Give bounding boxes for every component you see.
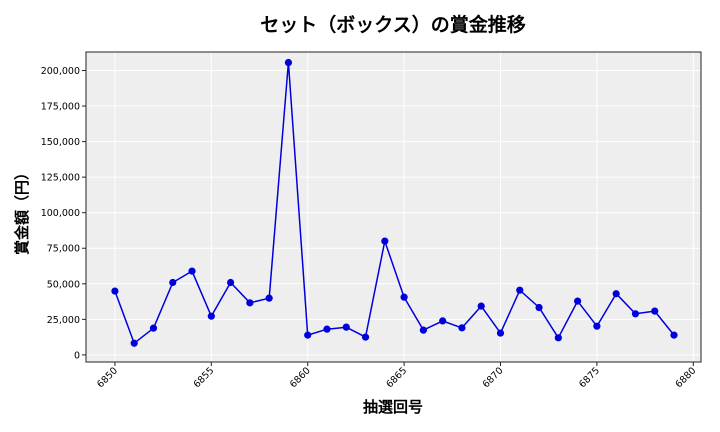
data-point-marker	[265, 294, 273, 302]
x-tick-label: 6870	[481, 365, 506, 390]
plot-frame	[85, 51, 702, 363]
data-point-marker	[284, 58, 293, 67]
data-point-marker	[496, 329, 505, 337]
data-point-marker	[670, 331, 678, 339]
data-point-marker	[246, 299, 254, 307]
data-point-marker	[130, 339, 138, 347]
data-point-marker	[361, 333, 370, 341]
y-tick-label: 0	[74, 350, 80, 361]
data-point-marker	[111, 287, 119, 295]
data-point-marker	[323, 325, 331, 333]
data-point-marker	[226, 278, 235, 287]
data-point-marker	[477, 302, 485, 310]
data-point-marker	[651, 307, 659, 315]
x-tick-label: 6850	[95, 365, 120, 390]
y-tick-label: 75,000	[47, 244, 80, 255]
data-point-marker	[439, 317, 447, 325]
data-point-marker	[400, 293, 408, 301]
y-tick-label: 125,000	[41, 173, 80, 184]
series-layer	[111, 58, 678, 347]
x-tick-label: 6875	[577, 365, 602, 390]
data-point-marker	[169, 278, 177, 287]
data-point-marker	[304, 331, 312, 339]
plot-background	[86, 52, 701, 362]
data-point-marker	[188, 267, 196, 275]
data-point-marker	[574, 297, 582, 305]
data-point-marker	[554, 334, 562, 342]
x-tick-label: 6855	[192, 365, 217, 390]
x-tick-label: 6865	[384, 365, 409, 390]
y-tick-label: 175,000	[41, 102, 80, 113]
data-point-marker	[516, 286, 524, 294]
data-point-marker	[612, 290, 620, 298]
y-tick-label: 25,000	[47, 315, 80, 326]
x-axis: 6850 6855 6860 6865 6870 6875 6880	[95, 362, 698, 390]
data-point-marker	[381, 237, 389, 245]
chart-title: セット（ボックス）の賞金推移	[260, 13, 525, 36]
x-tick-label: 6880	[674, 365, 699, 390]
y-axis-label: 賞金額（円）	[13, 165, 31, 255]
x-tick-label: 6860	[288, 365, 313, 390]
data-point-marker	[593, 322, 601, 330]
series-line	[114, 61, 675, 344]
data-point-marker	[458, 324, 466, 332]
data-point-marker	[419, 326, 427, 334]
x-axis-label: 抽選回号	[363, 398, 423, 416]
y-tick-label: 200,000	[41, 66, 80, 77]
y-axis: 0 25,000 50,000 75,000 100,000 125,000 150,000…	[41, 66, 86, 361]
data-point-marker	[207, 312, 215, 320]
grid-lines	[86, 52, 701, 362]
data-point-marker	[535, 303, 543, 312]
y-tick-label: 50,000	[47, 279, 80, 290]
plot-area	[85, 51, 702, 363]
data-point-marker	[149, 324, 158, 332]
y-tick-label: 150,000	[41, 137, 80, 148]
data-point-marker	[342, 323, 350, 331]
data-point-marker	[631, 310, 640, 318]
y-tick-label: 100,000	[41, 208, 80, 219]
